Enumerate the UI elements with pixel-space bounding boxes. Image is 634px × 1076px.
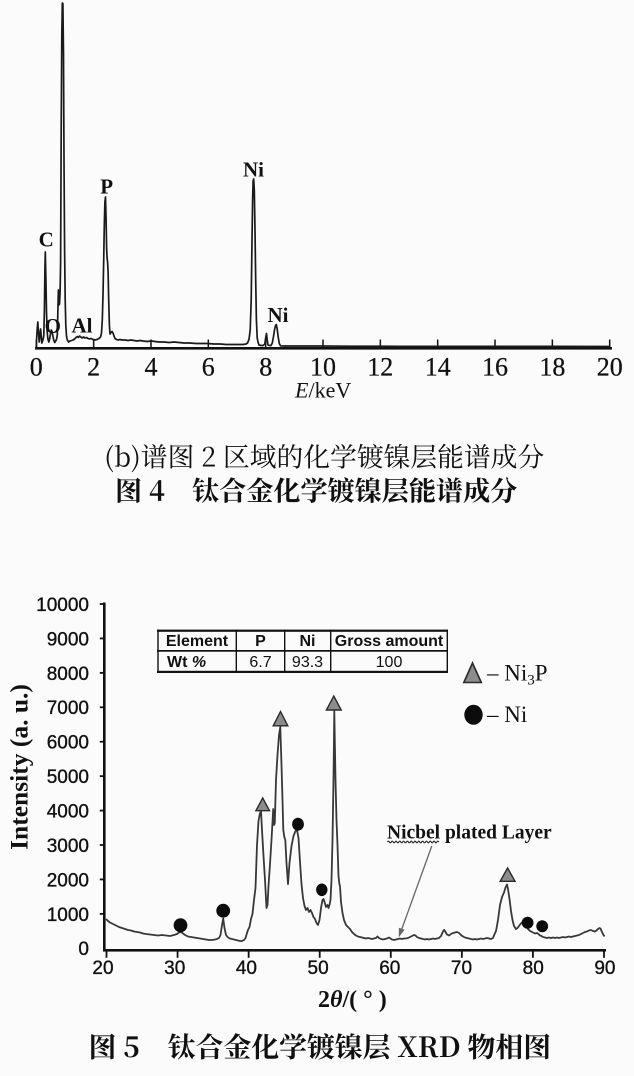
svg-text:– Ni: – Ni — [486, 702, 527, 727]
svg-text:10: 10 — [310, 353, 336, 382]
svg-text:6000: 6000 — [47, 733, 89, 754]
svg-text:4000: 4000 — [47, 802, 89, 823]
svg-text:Ni: Ni — [300, 633, 316, 650]
svg-text:P: P — [255, 633, 266, 650]
svg-text:4: 4 — [145, 353, 158, 382]
svg-text:0: 0 — [78, 939, 89, 960]
svg-text:93.3: 93.3 — [292, 654, 323, 671]
svg-text:40: 40 — [236, 958, 257, 979]
svg-text:Gross amount: Gross amount — [335, 633, 444, 650]
svg-text:O: O — [45, 314, 61, 338]
svg-text:Intensity (a. u.): Intensity (a. u.) — [5, 684, 34, 850]
svg-text:90: 90 — [594, 958, 615, 979]
svg-text:Wt %: Wt % — [167, 654, 206, 671]
svg-text:3000: 3000 — [47, 836, 89, 857]
svg-text:10000: 10000 — [36, 595, 89, 616]
svg-text:Ni: Ni — [243, 158, 264, 182]
svg-text:2θ/( ° ): 2θ/( ° ) — [318, 987, 387, 1013]
svg-text:30: 30 — [164, 958, 185, 979]
svg-text:18: 18 — [539, 353, 565, 382]
svg-text:5000: 5000 — [47, 767, 89, 788]
svg-text:9000: 9000 — [47, 629, 89, 650]
svg-text:50: 50 — [308, 958, 329, 979]
svg-text:2000: 2000 — [47, 870, 89, 891]
svg-text:8000: 8000 — [47, 664, 89, 685]
svg-text:80: 80 — [523, 958, 544, 979]
svg-text:Element: Element — [166, 633, 229, 650]
svg-text:E/keV: E/keV — [294, 378, 351, 403]
svg-text:– Ni3P: – Ni3P — [486, 661, 548, 689]
svg-text:14: 14 — [425, 353, 451, 382]
svg-text:70: 70 — [451, 958, 472, 979]
svg-text:100: 100 — [376, 654, 403, 671]
svg-text:16: 16 — [482, 353, 508, 382]
svg-text:Ni: Ni — [268, 303, 289, 327]
svg-text:20: 20 — [597, 353, 623, 382]
svg-text:2: 2 — [87, 353, 100, 382]
svg-text:12: 12 — [367, 353, 393, 382]
svg-text:7000: 7000 — [47, 698, 89, 719]
svg-text:6: 6 — [202, 353, 215, 382]
svg-text:20: 20 — [92, 958, 113, 979]
svg-text:Al: Al — [72, 314, 93, 338]
svg-text:0: 0 — [30, 353, 43, 382]
svg-text:8: 8 — [259, 353, 272, 382]
svg-text:Nicbel plated Layer: Nicbel plated Layer — [387, 823, 552, 844]
svg-text:C: C — [39, 228, 54, 252]
svg-text:6.7: 6.7 — [249, 654, 271, 671]
svg-text:P: P — [100, 175, 113, 199]
svg-text:1000: 1000 — [47, 905, 89, 926]
svg-text:60: 60 — [379, 958, 400, 979]
